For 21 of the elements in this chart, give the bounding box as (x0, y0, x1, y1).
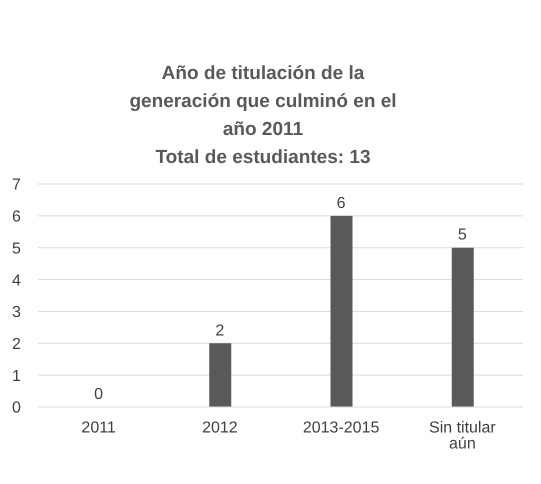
bar (209, 343, 232, 407)
y-tick-label: 1 (12, 368, 21, 385)
x-tick-label: 2013-2015 (302, 419, 380, 436)
y-tick-label: 0 (12, 400, 21, 417)
x-tick-label: Sin titular aún (429, 419, 496, 452)
chart-subtitle: Total de estudiantes: 13 (154, 146, 372, 170)
data-label: 6 (336, 194, 346, 212)
bar (330, 216, 352, 407)
x-tick-label: 2011 (81, 419, 116, 436)
data-label: 2 (215, 322, 224, 340)
y-tick-label: 6 (12, 208, 21, 226)
y-tick-label: 2 (12, 336, 21, 353)
x-tick-label: 2012 (202, 419, 238, 436)
y-tick-label: 5 (12, 240, 21, 258)
y-tick-label: 7 (12, 176, 21, 194)
y-tick-label: 4 (12, 272, 21, 290)
chart-title: Año de titulación de la generación que culminó en el año 2011 (128, 62, 398, 142)
data-label: 0 (94, 386, 104, 403)
y-tick-label: 3 (12, 304, 21, 322)
data-label: 5 (458, 226, 467, 244)
bar (452, 248, 474, 407)
